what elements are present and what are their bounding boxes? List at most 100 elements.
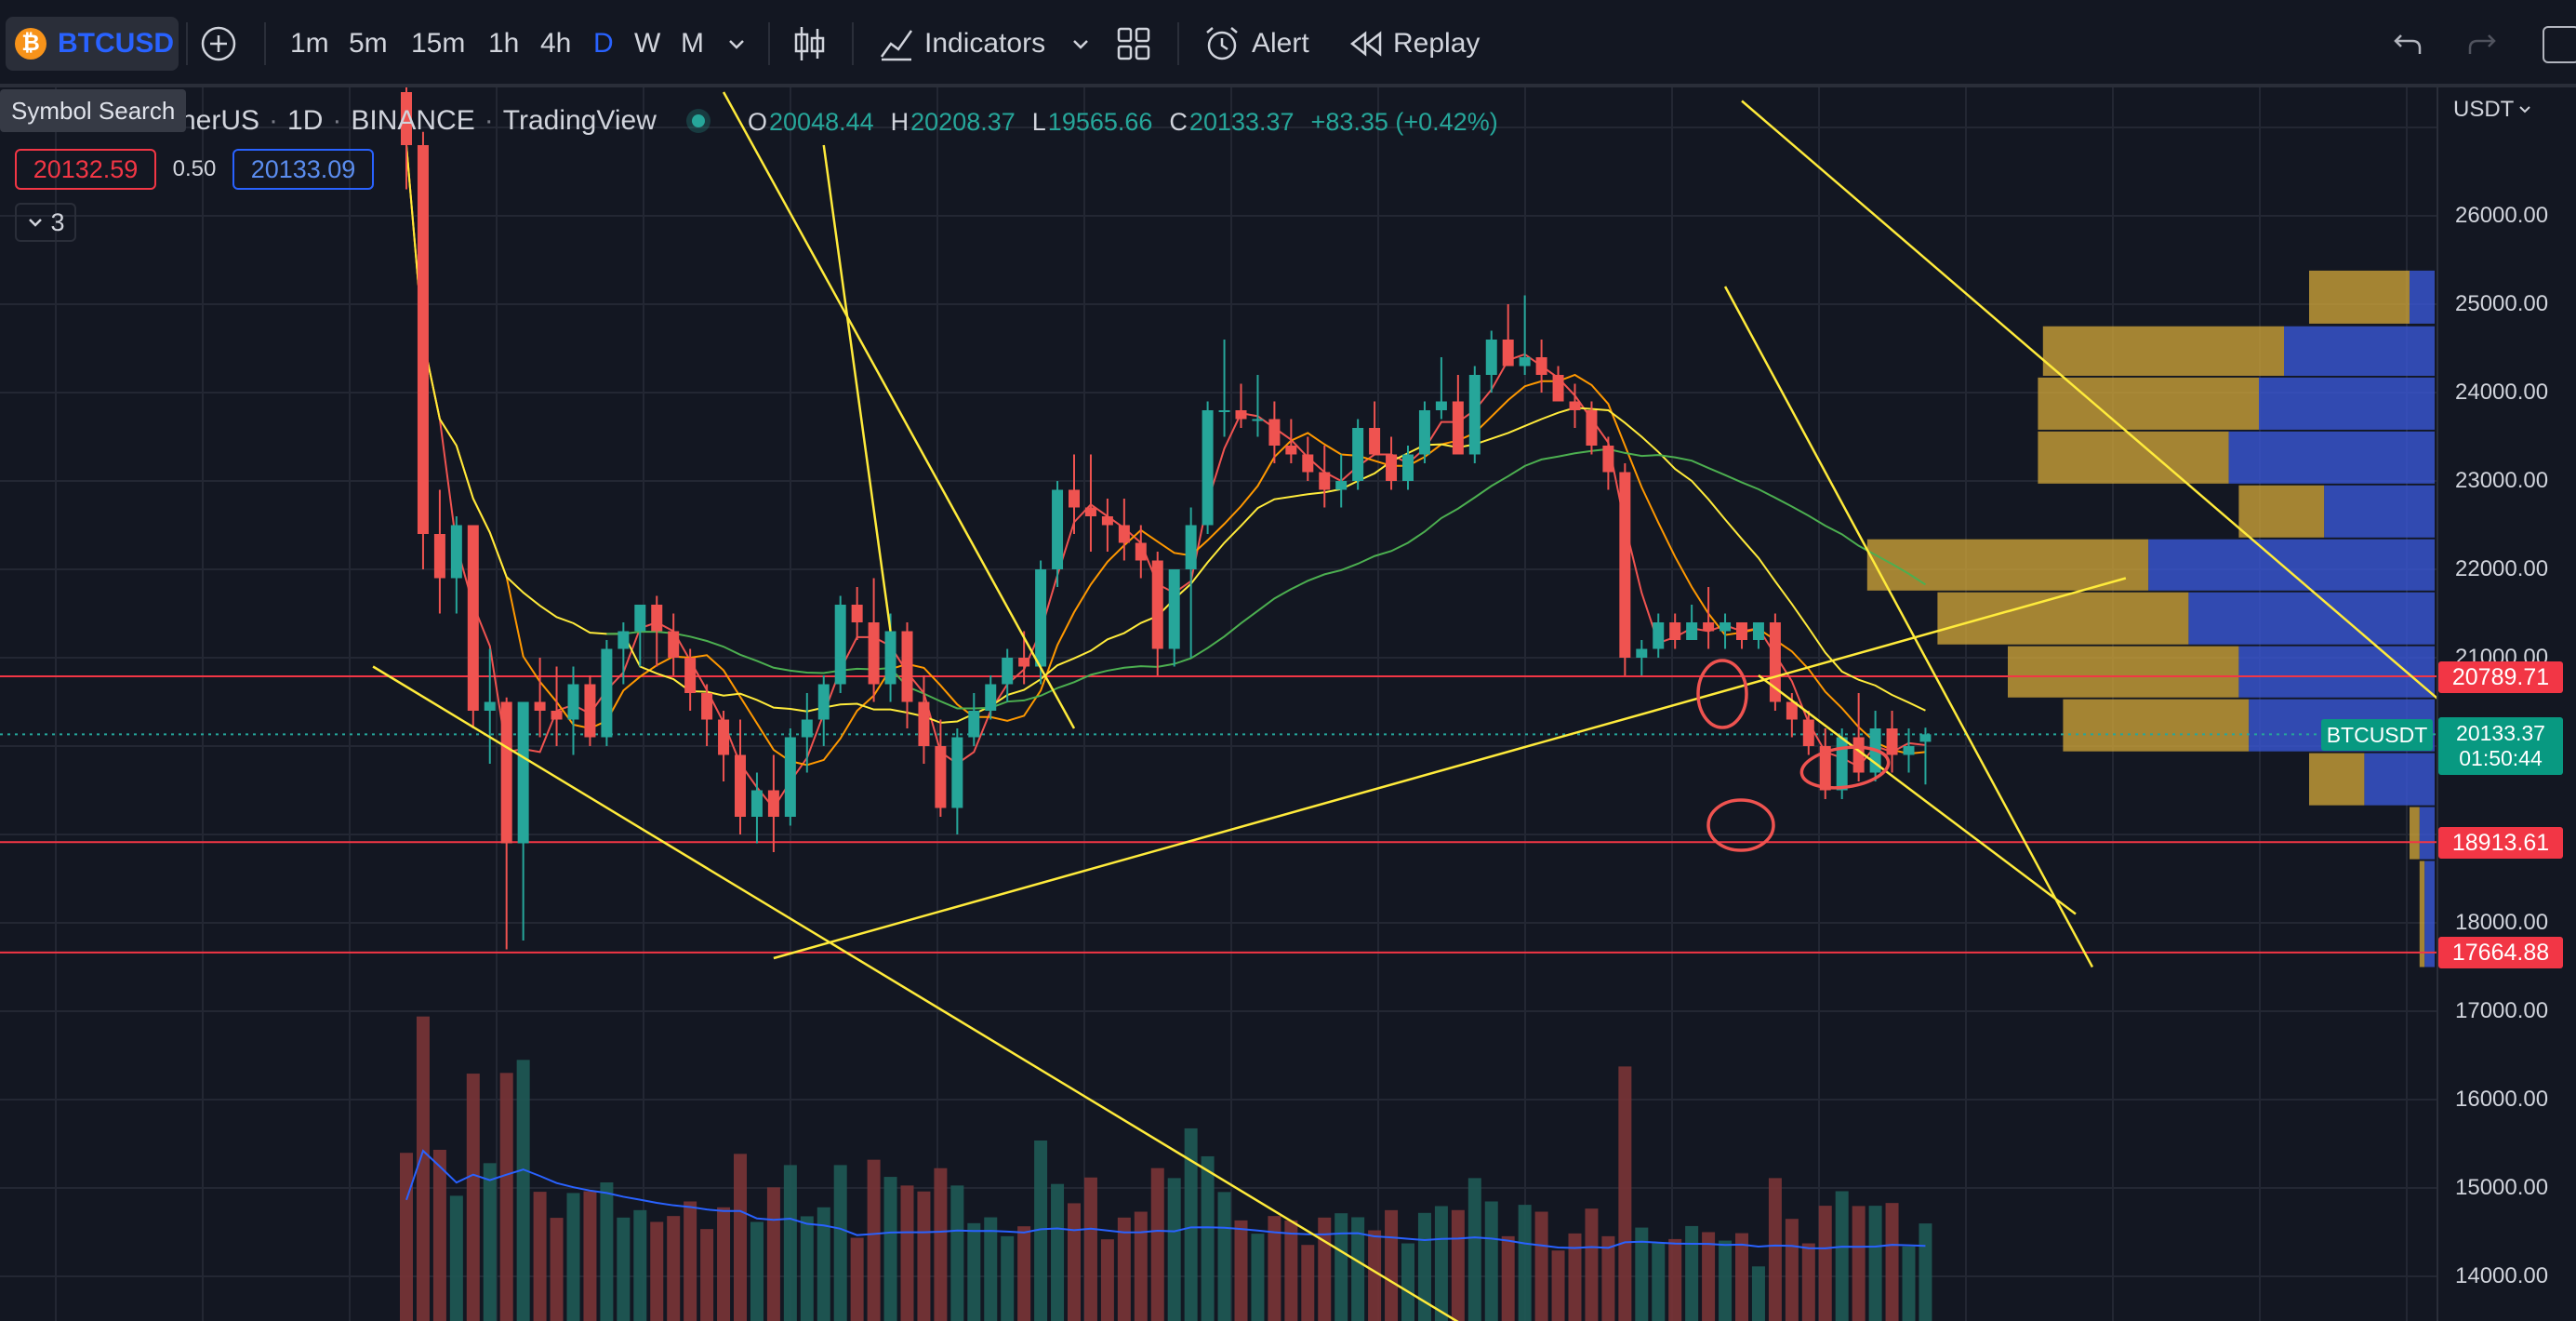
timeframe-m[interactable]: M: [681, 28, 704, 59]
undo-button[interactable]: [2392, 0, 2423, 87]
bar-countdown: 01:50:44: [2459, 746, 2543, 770]
candle-body: [1018, 658, 1030, 667]
annotation-ellipse: [1706, 798, 1775, 852]
candle-body: [1819, 746, 1831, 791]
price-chart[interactable]: [0, 87, 2437, 1321]
chart-legend[interactable]: herUS · 1D · BINANCE · TradingView: [180, 102, 705, 140]
toolbar-divider: [1177, 22, 1179, 65]
volume-profile-up-bar: [2063, 699, 2250, 752]
volume-bar: [1735, 1233, 1748, 1321]
volume-bar: [1618, 1066, 1632, 1321]
price-axis[interactable]: [2437, 87, 2576, 1321]
candle-body: [1903, 746, 1915, 755]
candle-body: [1468, 375, 1481, 455]
volume-bar: [1184, 1128, 1198, 1321]
candle-body: [935, 746, 947, 808]
timeframe-1m[interactable]: 1m: [290, 28, 329, 59]
volume-profile-up-bar: [1866, 539, 2149, 591]
volume-profile-down-bar: [2238, 646, 2435, 698]
level-price-label: 18913.61: [2438, 827, 2563, 859]
candle-body: [1218, 410, 1230, 412]
timeframe-dropdown-button[interactable]: [725, 0, 748, 87]
candle-body: [1135, 542, 1147, 561]
volume-bar: [633, 1209, 647, 1321]
timeframe-5m[interactable]: 5m: [349, 28, 388, 59]
candle-body: [1886, 728, 1898, 755]
volume-profile-up-bar: [2042, 326, 2284, 376]
replay-button[interactable]: Replay: [1350, 0, 1480, 87]
legend-exchange: BINANCE: [351, 105, 475, 136]
alert-button[interactable]: Alert: [1202, 0, 1309, 87]
buy-button[interactable]: 20133.09: [232, 149, 374, 190]
candle-body: [735, 754, 746, 817]
volume-bar: [1451, 1209, 1465, 1321]
volume-bar: [1719, 1240, 1733, 1321]
volume-bar: [1702, 1232, 1716, 1321]
volume-bar: [1083, 1177, 1097, 1321]
annotation-ellipse: [1696, 659, 1748, 729]
volume-bar: [783, 1165, 797, 1321]
fullscreen-button[interactable]: [2543, 26, 2576, 63]
sell-button[interactable]: 20132.59: [15, 149, 156, 190]
timeframe-15m[interactable]: 15m: [411, 28, 466, 59]
candle-body: [817, 684, 830, 720]
candle-body: [1352, 428, 1364, 481]
candle-body: [1602, 446, 1614, 473]
volume-bar: [1652, 1243, 1666, 1321]
candle-body: [1485, 340, 1497, 375]
candle-body: [1202, 410, 1214, 526]
indicators-dropdown-button[interactable]: [1069, 0, 1092, 87]
volume-bar: [800, 1216, 814, 1321]
candle-body: [1703, 622, 1715, 632]
alarm-clock-icon: [1206, 27, 1238, 60]
candle-body: [951, 737, 963, 808]
candle-body: [767, 790, 779, 817]
candle-body: [651, 605, 663, 632]
low-label: L: [1031, 107, 1046, 136]
volume-bar: [416, 1016, 430, 1321]
volume-profile-up-bar: [2309, 270, 2410, 324]
symbol-price-tag: BTCUSDT: [2321, 719, 2433, 751]
volume-bar: [1134, 1211, 1148, 1321]
volume-bar: [934, 1168, 948, 1321]
ohlc-values: O 20048.44 H 20208.37 L 19565.66 C 20133.37 …: [748, 104, 1515, 140]
candle-body: [1519, 357, 1531, 367]
chevron-down-icon: [29, 219, 43, 227]
layouts-button[interactable]: [1116, 0, 1151, 87]
redo-button[interactable]: [2466, 0, 2498, 87]
candle-body: [1069, 489, 1080, 508]
chart-type-button[interactable]: [792, 0, 826, 87]
bitcoin-icon: ₿: [15, 28, 46, 60]
timeframe-1h[interactable]: 1h: [488, 28, 520, 59]
symbol-search-tooltip: Symbol Search: [0, 89, 187, 132]
candle-body: [1502, 340, 1514, 367]
volume-bar: [867, 1159, 881, 1321]
indicators-collapse-button[interactable]: 3: [15, 203, 76, 242]
timeframe-4h[interactable]: 4h: [540, 28, 572, 59]
trend-line: [722, 91, 1076, 729]
timeframe-d[interactable]: D: [593, 28, 614, 59]
volume-profile-down-bar: [2284, 326, 2435, 376]
currency-selector[interactable]: USDT: [2453, 97, 2532, 123]
compare-symbol-button[interactable]: [199, 0, 238, 87]
volume-bar: [1368, 1230, 1382, 1321]
toolbar-divider: [852, 22, 854, 65]
y-tick-label: 17000.00: [2455, 998, 2549, 1023]
symbol-search-button[interactable]: ₿ BTCUSD: [6, 17, 179, 71]
volume-bar: [1334, 1213, 1348, 1321]
rewind-icon: [1350, 31, 1382, 57]
volume-bar: [1751, 1266, 1765, 1321]
volume-bar: [1001, 1235, 1015, 1321]
indicators-button[interactable]: Indicators: [878, 0, 1045, 87]
trend-line: [1723, 286, 2094, 968]
y-tick-label: 22000.00: [2455, 556, 2549, 581]
volume-bar: [1668, 1238, 1682, 1321]
volume-bar: [1518, 1205, 1532, 1321]
high-label: H: [890, 107, 910, 136]
candle-body: [1435, 401, 1447, 410]
last-price-value: 20133.37: [2456, 721, 2545, 745]
timeframe-w[interactable]: W: [634, 28, 661, 59]
volume-profile-up-bar: [2038, 377, 2259, 430]
trend-line: [1741, 100, 2437, 700]
add-icon: [201, 26, 236, 61]
